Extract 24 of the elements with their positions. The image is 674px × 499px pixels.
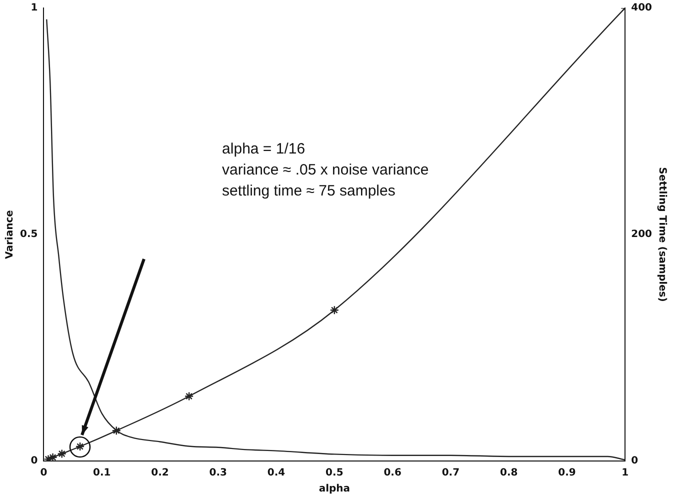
- x-tick-label: 0.1: [92, 468, 111, 479]
- point: [330, 306, 340, 315]
- x-tick-label: 0.3: [209, 468, 228, 479]
- x-tick-label: 0: [40, 468, 48, 479]
- x-tick-label: 0.5: [326, 468, 344, 479]
- annotation: alpha = 1/16 variance ≈ .05 x noise variance settling time ≈ 75 samples: [222, 140, 429, 200]
- x-axis-title: alpha: [318, 484, 350, 495]
- x-tick-label: 0.2: [151, 468, 169, 479]
- x-tick-label: 0.8: [500, 468, 518, 479]
- x-tick-label: 0.4: [267, 468, 286, 479]
- point: [57, 449, 66, 458]
- y-tick-label: 0: [30, 456, 38, 467]
- y-tick-label: 1: [30, 2, 38, 14]
- y-tick-label: 0.5: [20, 229, 38, 240]
- y2-tick-label: 200: [631, 229, 652, 240]
- y2-tick-label: 400: [631, 2, 652, 14]
- y-axis-title: Variance: [4, 210, 16, 259]
- x-tick-label: 1: [622, 468, 629, 479]
- x-tick-label: 0.7: [442, 468, 460, 479]
- x-tick-label: 0.6: [384, 468, 402, 479]
- y2-axis-title: Settling Time (samples): [656, 167, 668, 302]
- y2-tick-label: 0: [631, 456, 638, 467]
- point: [184, 392, 194, 401]
- x-tick-label: 0.9: [558, 468, 576, 479]
